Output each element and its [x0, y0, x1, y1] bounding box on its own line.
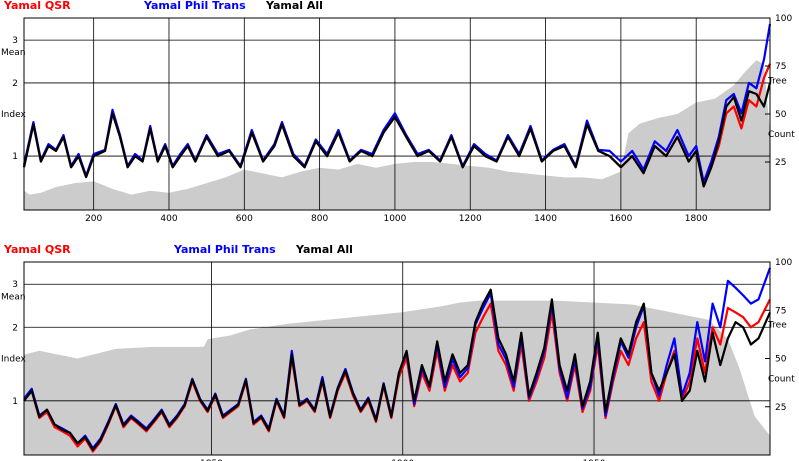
- right-axis-label: Count: [768, 375, 795, 385]
- legend-label: Yamal QSR: [3, 243, 71, 256]
- right-tick-label: 75: [775, 306, 786, 316]
- right-tick-label: 100: [775, 258, 792, 268]
- right-tick-label: 50: [775, 355, 787, 365]
- right-tick-label: 75: [775, 62, 786, 72]
- x-tick-label: 1950: [583, 459, 606, 461]
- x-tick-label: 1900: [391, 459, 414, 461]
- panel-recent-period: 1 2 3 Mean Index 100 75 50 25 Tree Count 1850 1900 19…: [1, 243, 795, 461]
- left-tick-label: 3: [12, 36, 18, 46]
- x-tick-label: 400: [160, 214, 177, 224]
- series-line-yamal-all: [23, 288, 772, 451]
- left-axis-label: Index: [1, 110, 26, 120]
- tree-count-area: [24, 60, 770, 210]
- x-tick-label: 1400: [534, 214, 557, 224]
- legend-label: Yamal Phil Trans: [173, 243, 276, 256]
- right-tick-label: 100: [775, 14, 792, 24]
- left-axis-label: Mean: [1, 292, 26, 302]
- left-tick-label: 2: [12, 79, 18, 89]
- legend-label: Yamal QSR: [3, 0, 71, 12]
- x-tick-label: 600: [236, 214, 253, 224]
- legend-label: Yamal All: [265, 0, 323, 12]
- left-tick-label: 1: [12, 152, 18, 162]
- right-axis-label: Tree: [767, 76, 787, 86]
- legend-label: Yamal Phil Trans: [143, 0, 246, 12]
- x-tick-label: 1000: [383, 214, 406, 224]
- right-tick-label: 25: [775, 158, 786, 168]
- x-tick-label: 800: [311, 214, 328, 224]
- left-axis-label: Mean: [1, 48, 26, 58]
- panel-full-period: 1 2 3 Mean Index 100 75 50 25 Tree Count 200 400 600 8…: [1, 0, 795, 224]
- legend-label: Yamal All: [295, 243, 353, 256]
- left-tick-label: 2: [12, 323, 18, 333]
- series-line-yamal-all: [22, 82, 772, 188]
- left-tick-label: 1: [12, 397, 18, 407]
- x-tick-label: 1800: [685, 214, 708, 224]
- right-tick-label: 25: [775, 403, 786, 413]
- left-tick-label: 3: [12, 280, 18, 290]
- right-tick-label: 50: [775, 110, 787, 120]
- right-axis-label: Count: [768, 130, 795, 140]
- left-axis-label: Index: [1, 354, 26, 364]
- x-tick-label: 200: [85, 214, 102, 224]
- right-axis-label: Tree: [767, 321, 787, 331]
- x-tick-label: 1200: [459, 214, 482, 224]
- x-tick-label: 1850: [200, 459, 223, 461]
- x-tick-label: 1600: [609, 214, 632, 224]
